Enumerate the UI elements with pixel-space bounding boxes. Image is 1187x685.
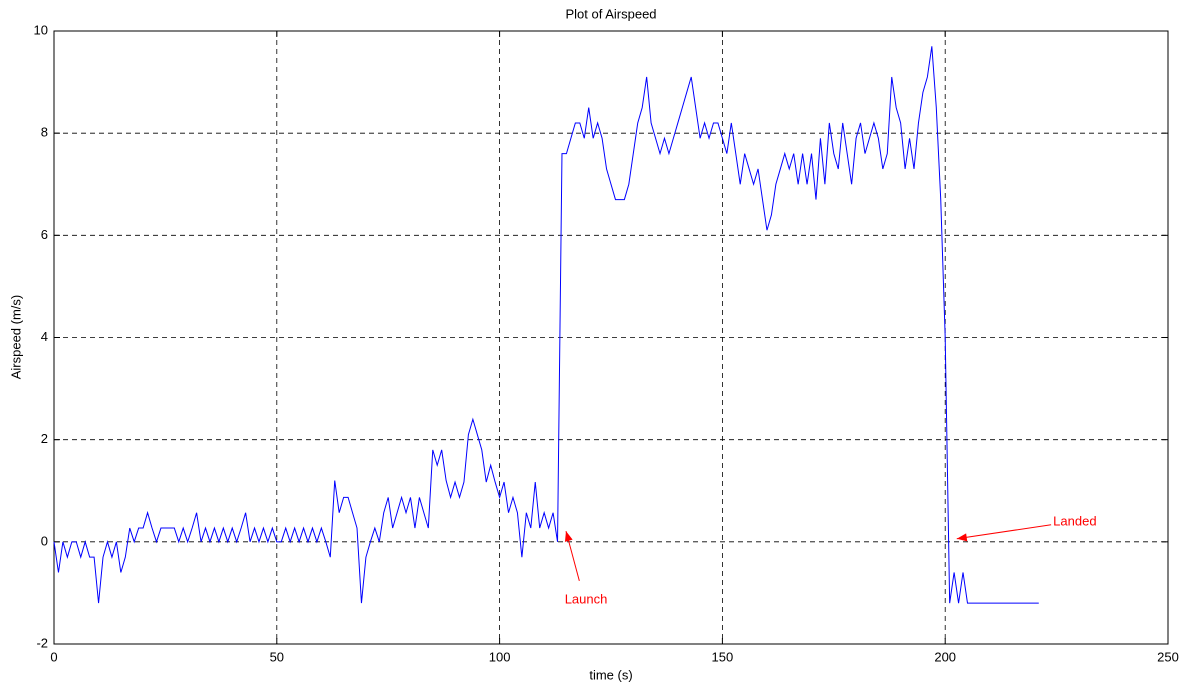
y-tick-label: 6 bbox=[41, 227, 48, 242]
annotation-text: Launch bbox=[565, 592, 608, 607]
y-tick-label: 4 bbox=[41, 329, 48, 344]
y-tick-label: 0 bbox=[41, 533, 48, 548]
x-tick-label: 150 bbox=[712, 649, 734, 664]
annotation-arrow bbox=[956, 524, 1052, 540]
x-tick-label: 250 bbox=[1157, 649, 1179, 664]
y-tick-label: 8 bbox=[41, 125, 48, 140]
x-tick-label: 0 bbox=[50, 649, 57, 664]
y-axis-label: Airspeed (m/s) bbox=[8, 295, 23, 380]
plot-frame bbox=[53, 30, 1169, 645]
y-tick-label: 10 bbox=[34, 22, 48, 37]
annotation-text: Landed bbox=[1053, 513, 1096, 528]
y-tick-label: 2 bbox=[41, 431, 48, 446]
annotation-arrowhead bbox=[956, 533, 968, 542]
data-line bbox=[53, 46, 1039, 604]
x-tick-label: 200 bbox=[934, 649, 956, 664]
annotation-arrowhead bbox=[564, 531, 573, 542]
x-axis-label: time (s) bbox=[589, 667, 632, 682]
x-tick-label: 100 bbox=[489, 649, 511, 664]
y-tick-label: -2 bbox=[36, 635, 48, 650]
x-tick-label: 50 bbox=[270, 649, 284, 664]
chart-title: Plot of Airspeed bbox=[565, 6, 656, 21]
